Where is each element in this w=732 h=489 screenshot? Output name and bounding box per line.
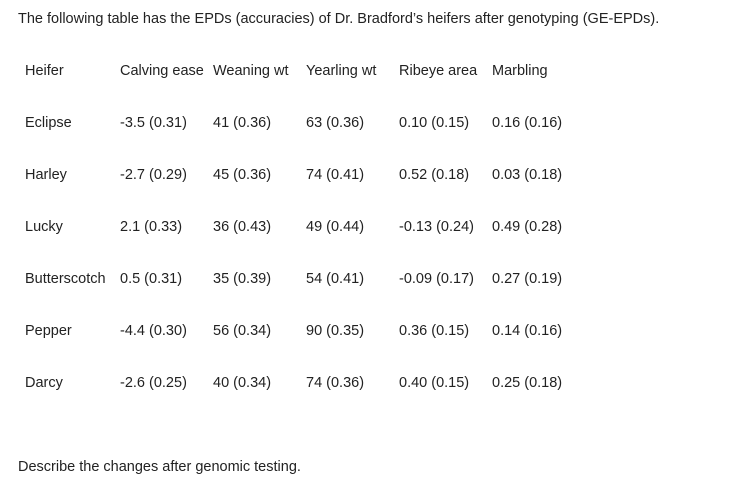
ribeye-area-value: -0.09 (0.17) [399,271,474,287]
weaning-wt-value: 56 (0.34) [213,323,272,339]
weaning-wt-value: 45 (0.36) [213,167,272,183]
marbling-value: 0.25 (0.18) [492,375,563,391]
ribeye-area-value: 0.40 (0.15) [399,375,470,391]
heifer-name: Darcy [25,375,63,391]
yearling-wt-value: 54 (0.41) [306,271,365,287]
marbling-value: 0.49 (0.28) [492,219,563,235]
ribeye-area-value: 0.10 (0.15) [399,115,470,131]
intro-text: The following table has the EPDs (accura… [18,11,660,27]
calving-ease-value: 2.1 (0.33) [120,219,183,235]
weaning-wt-value: 36 (0.43) [213,219,272,235]
header-heifer: Heifer [25,63,64,79]
question-prompt: Describe the changes after genomic testi… [18,459,301,475]
marbling-value: 0.16 (0.16) [492,115,563,131]
yearling-wt-value: 90 (0.35) [306,323,365,339]
calving-ease-value: -3.5 (0.31) [120,115,187,131]
marbling-value: 0.27 (0.19) [492,271,563,287]
marbling-value: 0.03 (0.18) [492,167,563,183]
weaning-wt-value: 35 (0.39) [213,271,272,287]
ribeye-area-value: 0.52 (0.18) [399,167,470,183]
header-ribeye-area: Ribeye area [399,63,478,79]
header-calving-ease: Calving ease [120,63,204,79]
header-marbling: Marbling [492,63,548,79]
heifer-name: Eclipse [25,115,72,131]
calving-ease-value: 0.5 (0.31) [120,271,183,287]
header-weaning-wt: Weaning wt [213,63,289,79]
ribeye-area-value: -0.13 (0.24) [399,219,474,235]
calving-ease-value: -4.4 (0.30) [120,323,187,339]
calving-ease-value: -2.7 (0.29) [120,167,187,183]
header-yearling-wt: Yearling wt [306,63,377,79]
heifer-name: Pepper [25,323,72,339]
heifer-name: Lucky [25,219,63,235]
yearling-wt-value: 74 (0.36) [306,375,365,391]
yearling-wt-value: 49 (0.44) [306,219,365,235]
marbling-value: 0.14 (0.16) [492,323,563,339]
calving-ease-value: -2.6 (0.25) [120,375,187,391]
heifer-name: Butterscotch [25,271,106,287]
weaning-wt-value: 41 (0.36) [213,115,272,131]
heifer-name: Harley [25,167,67,183]
weaning-wt-value: 40 (0.34) [213,375,272,391]
yearling-wt-value: 74 (0.41) [306,167,365,183]
ribeye-area-value: 0.36 (0.15) [399,323,470,339]
yearling-wt-value: 63 (0.36) [306,115,365,131]
